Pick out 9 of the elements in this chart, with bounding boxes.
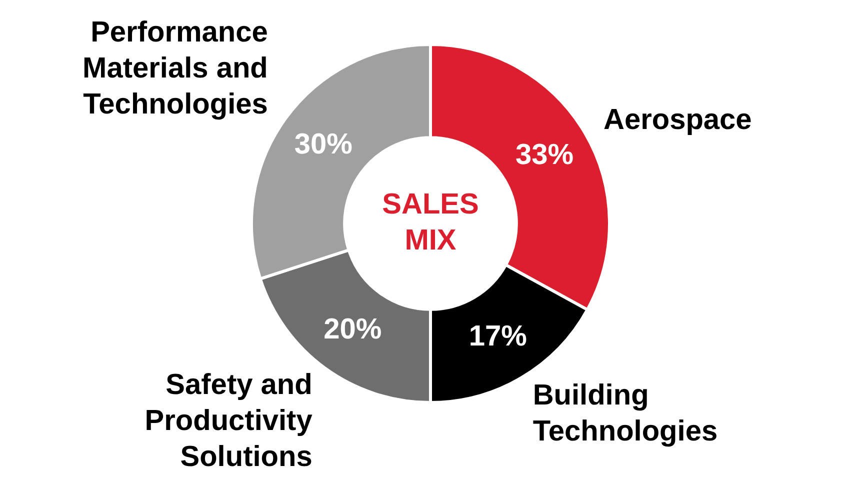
slice-label: Safety and Productivity Solutions	[144, 369, 312, 474]
data-label: 20%	[324, 314, 382, 346]
data-label: 33%	[515, 139, 574, 172]
slice-label: Building Technologies	[532, 380, 718, 448]
data-label: 30%	[294, 128, 353, 161]
data-label: 17%	[468, 320, 528, 353]
text: SALES MIX	[382, 188, 479, 256]
slice-label: Performance Materials and Technologies	[82, 16, 268, 120]
slice-label: Aerospace	[604, 104, 752, 136]
